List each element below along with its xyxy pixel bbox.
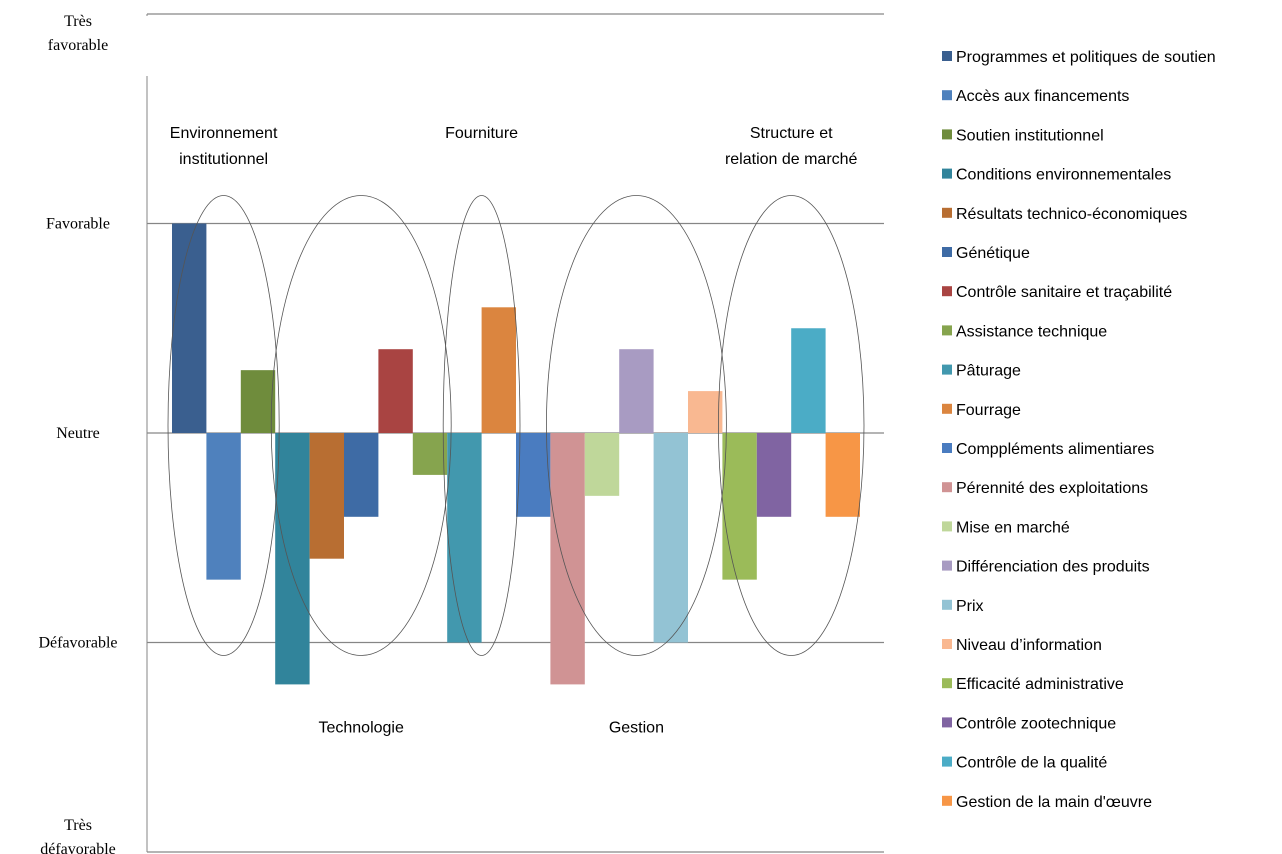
legend-swatch [942,795,952,806]
group-ellipse [167,195,280,656]
legend-label: Programmes et politiques de soutien [956,49,1216,66]
bar [275,433,310,685]
y-tick-label: Très [64,13,92,30]
legend-label: Prix [956,598,984,615]
legend-label: Niveau d’information [956,637,1102,654]
legend-swatch [942,247,952,257]
legend-swatch [942,364,952,375]
legend-swatch [942,521,952,532]
y-tick-label: défavorable [40,841,116,854]
legend-swatch [942,482,952,493]
legend-label: Contrôle de la qualité [956,755,1107,772]
bar [240,370,276,433]
bar [378,349,413,433]
bar [653,433,688,643]
legend-label: Accès aux financements [956,88,1129,105]
group-ellipse [270,195,452,656]
bar [825,433,860,517]
legend-label: Pérennité des exploitations [956,480,1148,497]
legend-swatch [942,560,952,571]
legend-swatch [942,599,952,610]
legend-label: Efficacité administrative [956,676,1124,693]
legend-label: Pâturage [956,363,1021,380]
group-ellipse [546,195,727,656]
legend-swatch [942,443,952,453]
axis-gap [145,16,149,76]
legend-swatch [942,325,952,336]
group-ellipse [718,195,865,656]
group-label: institutionnel [179,151,268,168]
legend-swatch [942,756,952,767]
bar [412,433,448,475]
legend-label: Soutien institutionnel [956,127,1104,144]
legend-label: Génétique [956,245,1030,262]
bar [172,223,207,433]
legend-swatch [942,90,952,101]
bar [722,433,757,580]
group-label: Technologie [318,720,404,737]
legend-label: Comppléments alimentiares [956,441,1154,458]
legend-swatch [942,678,952,689]
legend-label: Différenciation des produits [956,559,1150,576]
y-tick-label: Défavorable [38,635,117,652]
bar [584,433,620,496]
bar [447,433,482,643]
legend-label: Conditions environnementales [956,167,1171,184]
bar [688,391,723,433]
group-label: Environnement [170,125,278,142]
bar [206,433,241,580]
bar [344,433,379,517]
bar [791,328,826,433]
legend-label: Contrôle sanitaire et traçabilité [956,284,1172,301]
bar [481,307,516,433]
group-label: Structure et [750,125,833,142]
bar [756,433,792,517]
legend-swatch [942,168,952,179]
group-label: Gestion [609,720,664,737]
bar [309,433,344,559]
legend-label: Contrôle zootechnique [956,715,1116,732]
legend-label: Résultats technico-économiques [956,206,1187,223]
legend-label: Mise en marché [956,519,1070,536]
legend-swatch [942,51,952,61]
legend-swatch [942,207,952,218]
group-label: Fourniture [445,125,518,142]
legend-swatch [942,129,952,140]
legend-swatch [942,403,952,414]
legend-swatch [942,717,952,728]
y-tick-label: Très [64,817,92,834]
bar [550,433,585,685]
legend-label: Gestion de la main d'œuvre [956,794,1152,811]
y-tick-label: Neutre [56,425,100,442]
group-label: relation de marché [725,151,858,168]
legend-swatch [942,639,952,649]
legend-label: Fourrage [956,402,1021,419]
bar [619,349,654,433]
legend-label: Assistance technique [956,323,1107,340]
bar [516,433,551,517]
y-tick-label: Favorable [46,216,110,233]
y-tick-label: favorable [48,37,108,54]
legend-swatch [942,286,952,297]
group-ellipse [442,195,521,656]
